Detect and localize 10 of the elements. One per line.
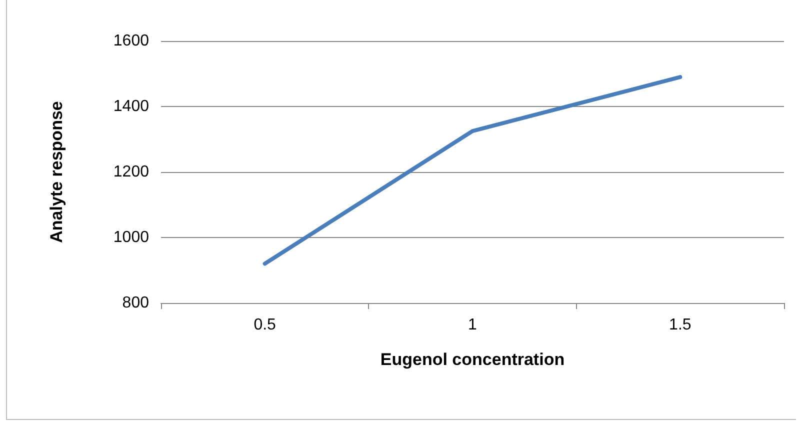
x-tick-label: 1 xyxy=(468,316,478,334)
y-tick-label: 800 xyxy=(122,294,150,312)
y-tick-label: 1600 xyxy=(113,32,150,50)
x-axis-title: Eugenol concentration xyxy=(380,350,565,369)
x-tick-label: 0.5 xyxy=(254,316,276,334)
y-tick-label: 1200 xyxy=(113,164,150,180)
y-tick-label: 1000 xyxy=(113,229,150,246)
y-tick-label: 1400 xyxy=(113,98,150,115)
y-axis-title: Analyte response xyxy=(47,101,66,243)
x-tick-label: 1.5 xyxy=(669,316,692,334)
